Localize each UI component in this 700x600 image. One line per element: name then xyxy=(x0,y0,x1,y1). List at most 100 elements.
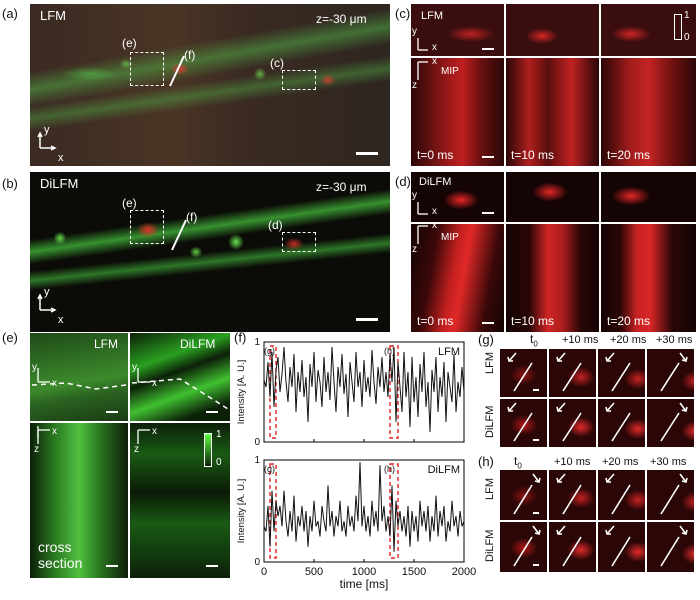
scale-bar xyxy=(106,411,118,413)
xy-xz-axes-icon xyxy=(417,202,428,244)
row-label-lfm: LFM xyxy=(484,478,496,500)
annotation-label: (g) xyxy=(264,464,275,474)
panel-label-e: (e) xyxy=(2,330,18,345)
event-frame xyxy=(549,399,596,447)
x-tick-label: 1000 xyxy=(352,566,376,578)
event-frame xyxy=(549,522,596,572)
arrow-and-line-overlay xyxy=(660,352,688,392)
offset-header: +20 ms xyxy=(610,334,647,346)
depth-label: z=-30 μm xyxy=(316,180,367,194)
time-label-20: t=20 ms xyxy=(607,314,651,328)
xy-axes-icon xyxy=(137,368,150,383)
arrow-and-line-overlay xyxy=(513,473,541,515)
y-tick-label: 1 xyxy=(254,455,260,466)
chart-title: DiLFM xyxy=(428,464,460,476)
method-label: LFM xyxy=(94,337,118,351)
xy-axes-icon xyxy=(37,131,57,151)
scale-bar xyxy=(482,48,494,50)
lfm-xy-t20 xyxy=(601,4,696,56)
axis-z-label: z xyxy=(134,444,139,455)
t0-header: t0 xyxy=(530,332,538,349)
axis-y-label: y xyxy=(132,362,137,373)
mip-label: MIP xyxy=(441,66,459,77)
event-frame xyxy=(647,470,694,520)
roi-f-label: (f) xyxy=(186,210,198,224)
arrow-and-line-overlay xyxy=(660,473,688,515)
axis-x-label: x xyxy=(152,378,157,389)
time-label-0: t=0 ms xyxy=(417,148,454,162)
y-axis-label: Intensity [A. U.] xyxy=(236,360,247,424)
lfm-xy-t10 xyxy=(506,4,599,56)
method-label: LFM xyxy=(421,10,443,22)
panel-label-d: (d) xyxy=(395,174,411,189)
arrow-and-line-overlay xyxy=(507,402,539,442)
xz-axes-icon xyxy=(37,429,50,444)
axis-y-label: y xyxy=(412,190,417,201)
axis-y-label: y xyxy=(44,286,50,298)
event-frame xyxy=(598,522,645,572)
arrow-and-line-overlay xyxy=(556,473,582,515)
colorbar-min: 0 xyxy=(684,32,690,43)
dilfm-xz-crop xyxy=(130,423,230,578)
offset-header: +10 ms xyxy=(554,456,591,468)
axis-x-label: x xyxy=(52,426,57,437)
cross-section-line xyxy=(31,378,229,410)
event-g-grid xyxy=(500,349,696,447)
roi-f-label: (f) xyxy=(184,48,196,62)
colorbar xyxy=(674,14,682,40)
highlight-window xyxy=(389,345,399,439)
xy-axes-icon xyxy=(37,293,57,313)
time-label-10: t=10 ms xyxy=(511,148,555,162)
roi-c-label: (c) xyxy=(270,56,284,70)
y-tick-label: 0 xyxy=(254,557,260,568)
axis-z-label: z xyxy=(412,80,417,91)
offset-header: +10 ms xyxy=(562,334,599,346)
event-h-grid xyxy=(500,470,696,572)
axis-x-label: x xyxy=(58,314,64,326)
panel-label-c: (c) xyxy=(395,6,411,21)
dilfm-xy-t10 xyxy=(506,172,599,222)
arrow-and-line-overlay xyxy=(556,402,582,442)
y-tick-label: 1 xyxy=(254,337,260,348)
row-label-lfm: LFM xyxy=(484,352,496,374)
event-frame xyxy=(598,349,645,397)
dilfm-overview-image: DiLFM z=-30 μm (e) (f) (d) y x xyxy=(30,172,390,332)
method-label: DiLFM xyxy=(419,176,452,188)
xy-xz-axes-icon xyxy=(37,368,50,438)
event-frame xyxy=(598,470,645,520)
axis-x-label: x xyxy=(432,220,437,231)
time-label-10: t=10 ms xyxy=(511,314,555,328)
x-tick-label: 2000 xyxy=(452,566,476,578)
lfm-mip-t20 xyxy=(601,58,696,166)
axis-y-label: y xyxy=(44,124,50,136)
colorbar-max: 1 xyxy=(216,429,222,440)
method-label: LFM xyxy=(40,8,66,23)
event-frame xyxy=(598,399,645,447)
roi-f-line xyxy=(169,55,185,87)
axis-x-label: x xyxy=(432,42,437,53)
roi-f-line xyxy=(171,219,187,251)
event-frame xyxy=(647,399,694,447)
event-frame xyxy=(647,522,694,572)
panel-label-h: (h) xyxy=(478,454,494,469)
scale-bar xyxy=(356,318,378,321)
arrow-and-line-overlay xyxy=(507,352,539,392)
axis-z-label: z xyxy=(34,444,39,455)
method-label: DiLFM xyxy=(40,176,79,191)
intensity-trace xyxy=(263,461,465,552)
arrow-and-line-overlay xyxy=(660,402,688,442)
panel-label-f: (f) xyxy=(234,330,247,345)
lfm-mip-t10 xyxy=(506,58,599,166)
arrow-and-line-overlay xyxy=(605,525,631,567)
roi-c-box xyxy=(282,70,316,90)
colorbar-max: 1 xyxy=(684,10,690,21)
panel-label-g: (g) xyxy=(478,332,494,347)
arrow-and-line-overlay xyxy=(605,402,631,442)
highlight-window xyxy=(389,463,399,559)
scale-bar xyxy=(356,152,378,155)
event-frame xyxy=(500,399,547,447)
lfm-xy-t0 xyxy=(411,4,504,56)
event-frame xyxy=(549,470,596,520)
dilfm-xy-crop xyxy=(130,333,230,421)
roi-e-box xyxy=(130,52,164,86)
